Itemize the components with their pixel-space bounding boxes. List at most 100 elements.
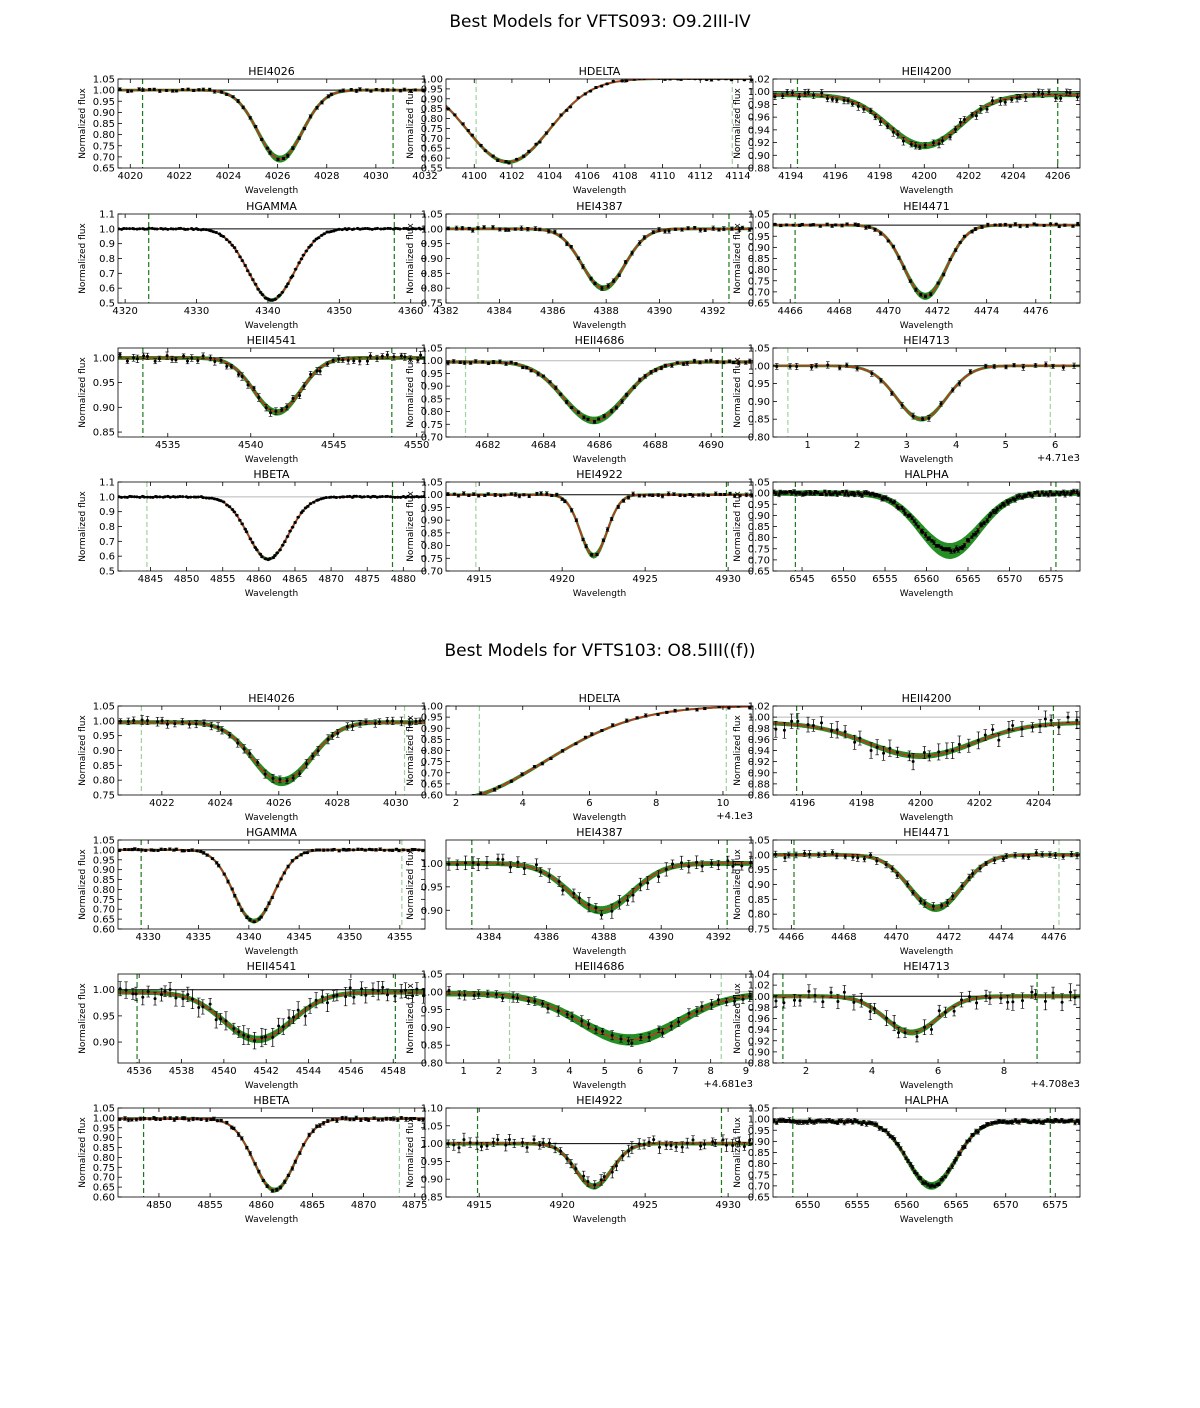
data-point bbox=[351, 848, 356, 852]
data-point bbox=[1075, 93, 1080, 102]
data-point bbox=[462, 990, 467, 1001]
x-tick-label: 4 bbox=[520, 798, 526, 809]
data-point bbox=[199, 1117, 203, 1121]
data-point bbox=[722, 492, 727, 496]
data-point bbox=[416, 495, 421, 499]
y-axis-label: Normalized flux bbox=[406, 983, 416, 1054]
data-point bbox=[448, 797, 452, 800]
data-point bbox=[185, 986, 190, 1003]
data-point bbox=[210, 857, 215, 861]
y-tick-label: 0.65 bbox=[421, 144, 443, 155]
data-point bbox=[157, 495, 162, 499]
data-point bbox=[553, 1142, 557, 1154]
data-point bbox=[240, 1136, 244, 1141]
data-point bbox=[320, 990, 325, 1004]
data-point bbox=[809, 1119, 814, 1124]
x-tick-label: 4865 bbox=[300, 1200, 325, 1211]
data-point bbox=[588, 89, 593, 93]
data-point bbox=[853, 222, 858, 227]
data-point bbox=[460, 226, 465, 231]
data-point bbox=[715, 360, 719, 364]
data-point bbox=[923, 532, 928, 538]
data-point bbox=[592, 1180, 597, 1190]
x-axis-label: Wavelength bbox=[245, 321, 298, 331]
observed-data bbox=[447, 853, 753, 920]
data-point bbox=[392, 353, 396, 361]
y-tick-label: 0.80 bbox=[748, 433, 770, 444]
data-point bbox=[898, 1146, 903, 1151]
data-point bbox=[286, 1173, 291, 1177]
y-tick-label: 0.75 bbox=[421, 757, 443, 768]
data-point bbox=[380, 1117, 385, 1122]
data-point bbox=[243, 527, 248, 531]
data-point bbox=[404, 1116, 408, 1122]
data-point bbox=[186, 495, 190, 499]
panel-title: HEI4922 bbox=[576, 1094, 622, 1107]
y-tick-label: 0.75 bbox=[421, 299, 443, 310]
y-tick-label: 0.95 bbox=[421, 882, 443, 893]
panel-f1-hgamma: 4320 4330 4340 4350 43600.50.60.70.80.91.01.… bbox=[78, 200, 426, 331]
x-tick-label: 6575 bbox=[1038, 574, 1063, 585]
data-point bbox=[344, 1115, 348, 1121]
data-point bbox=[180, 495, 185, 499]
data-point bbox=[1061, 364, 1066, 371]
data-point bbox=[246, 1028, 251, 1045]
data-point bbox=[476, 858, 481, 872]
data-point bbox=[617, 273, 622, 277]
data-point bbox=[915, 1030, 919, 1043]
x-axis-label: Wavelength bbox=[573, 321, 626, 331]
data-point bbox=[236, 99, 240, 103]
data-point bbox=[540, 762, 545, 766]
data-point bbox=[390, 848, 395, 852]
data-point bbox=[118, 981, 122, 997]
data-point bbox=[1018, 94, 1022, 101]
panel-f2-hei4922: 4915 4920 4925 49300.850.900.951.001.051.10… bbox=[406, 1094, 754, 1225]
data-point bbox=[365, 357, 370, 366]
model-band bbox=[118, 355, 425, 416]
x-tick-label: 4545 bbox=[321, 440, 346, 451]
data-point bbox=[785, 490, 789, 495]
y-tick-label: 1.05 bbox=[748, 210, 770, 221]
data-point bbox=[281, 156, 286, 160]
y-axis-label: Normalized flux bbox=[733, 983, 743, 1054]
data-point bbox=[687, 859, 691, 874]
x-tick-label: 4022 bbox=[167, 171, 192, 182]
data-point bbox=[565, 1010, 570, 1019]
data-point bbox=[451, 359, 456, 364]
data-point bbox=[491, 225, 495, 230]
x-axis-label: Wavelength bbox=[245, 1081, 298, 1091]
data-point bbox=[774, 363, 779, 370]
data-point bbox=[261, 1178, 266, 1183]
y-axis-label: Normalized flux bbox=[78, 357, 88, 428]
data-point bbox=[213, 357, 217, 366]
data-point bbox=[298, 1151, 302, 1155]
y-tick-label: 0.95 bbox=[93, 731, 115, 742]
data-point bbox=[129, 1118, 134, 1122]
data-point bbox=[352, 227, 356, 231]
data-point bbox=[278, 293, 282, 297]
data-point bbox=[966, 738, 971, 753]
data-point bbox=[686, 226, 690, 231]
data-point bbox=[359, 981, 364, 997]
data-point bbox=[307, 1132, 311, 1138]
data-point bbox=[568, 105, 573, 109]
data-point bbox=[674, 1142, 678, 1152]
data-point bbox=[1063, 223, 1067, 227]
data-point bbox=[413, 848, 417, 852]
data-point bbox=[155, 227, 159, 231]
x-tick-label: 4340 bbox=[255, 306, 280, 317]
best-fit-line bbox=[118, 721, 425, 783]
data-point bbox=[368, 352, 373, 360]
data-point bbox=[195, 1117, 199, 1121]
y-tick-label: 0.90 bbox=[93, 108, 115, 119]
data-point bbox=[453, 113, 457, 117]
data-point bbox=[974, 996, 979, 1010]
data-point bbox=[154, 1117, 158, 1121]
data-point bbox=[201, 999, 205, 1015]
data-point bbox=[829, 986, 833, 999]
data-point bbox=[463, 855, 468, 871]
data-point bbox=[774, 995, 778, 1007]
data-point bbox=[285, 153, 290, 158]
data-point bbox=[687, 1008, 691, 1019]
data-point bbox=[595, 552, 599, 557]
